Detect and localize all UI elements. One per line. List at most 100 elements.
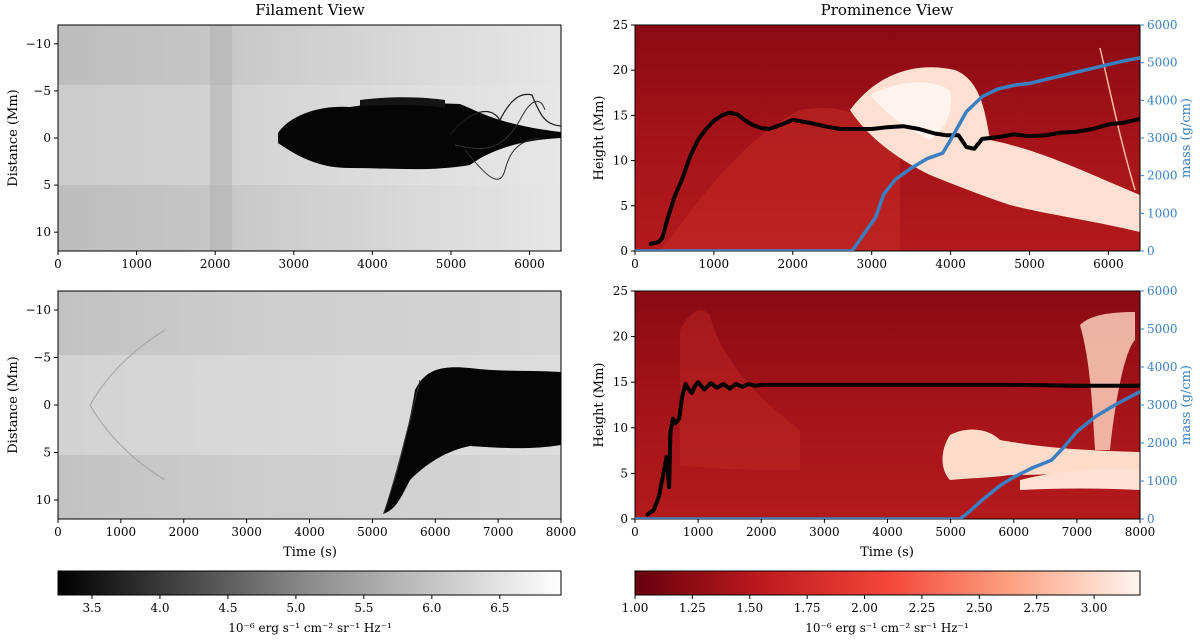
filament-bottom-xlabel: Time (s) (283, 545, 337, 560)
filament-bottom-ticks: 0 1000 2000 3000 4000 5000 6000 7000 8000 −10 −5 0 5… (26, 303, 577, 539)
prominence-bottom-heatmap (635, 291, 1140, 519)
x-tick-label: 0 (54, 525, 62, 539)
filament-bottom-heatmap (58, 291, 561, 519)
colorbar-tick-label: 1.75 (794, 601, 821, 615)
x-tick-label: 7000 (1062, 525, 1093, 539)
x-tick-label: 4000 (935, 257, 966, 271)
x-tick-label: 7000 (483, 525, 514, 539)
y-right-tick-label: 6000 (1147, 18, 1178, 32)
y-tick-label: 5 (43, 446, 51, 460)
y-tick-label: 20 (613, 330, 628, 344)
x-tick-label: 2000 (778, 257, 809, 271)
mass-series-line (635, 56, 1140, 251)
x-tick-label: 8000 (1125, 525, 1156, 539)
y-right-tick-label: 6000 (1147, 284, 1178, 298)
colorbar-red-ticks: 1.00 1.25 1.50 1.75 2.00 2.25 2.50 2.75 3.00 (622, 595, 1108, 615)
filament-top-ticks: 0 1000 2000 3000 4000 5000 6000 −10 −5 0 5 10 (26, 37, 545, 271)
x-tick-label: 4000 (872, 525, 903, 539)
prominence-top-heatmap (635, 25, 1140, 251)
colorbar-tick-label: 2.00 (851, 601, 878, 615)
colorbar-tick-label: 6.0 (422, 601, 441, 615)
x-tick-label: 6000 (998, 525, 1029, 539)
prominence-bright-lower (1020, 469, 1140, 490)
x-tick-label: 5000 (357, 525, 388, 539)
y-tick-label: −10 (26, 303, 51, 317)
panel-prominence-bottom: Height (Mm) mass (g/cm) Time (s) 0 1000 20… (592, 284, 1194, 560)
y-tick-label: −5 (33, 351, 51, 365)
panel-prominence-top: Height (Mm) mass (g/cm) 0 1000 2000 3000 400… (592, 18, 1194, 271)
filament-dark-band (278, 102, 561, 170)
y-tick-label: 10 (36, 493, 51, 507)
prominence-bottom-ylabel-right: mass (g/cm) (1179, 365, 1194, 445)
prominence-thread (1099, 47, 1136, 191)
y-right-tick-label: 3000 (1147, 131, 1178, 145)
x-tick-label: 1000 (683, 525, 714, 539)
panel-filament-bottom: Distance (Mm) Time (s) 0 1000 2000 3000 4000… (6, 290, 577, 560)
prominence-bottom-ylabel: Height (Mm) (592, 362, 607, 447)
filament-dark-band (383, 367, 561, 514)
y-tick-label: 10 (613, 154, 628, 168)
y-tick-label: 0 (620, 512, 628, 526)
x-tick-label: 3000 (856, 257, 887, 271)
prominence-bottom-ticks: 0 1000 2000 3000 4000 5000 6000 7000 80000510152… (613, 284, 1178, 539)
y-right-tick-label: 0 (1147, 512, 1155, 526)
filament-thread (383, 379, 421, 514)
y-tick-label: 0 (620, 244, 628, 258)
height-series-line (645, 380, 1140, 517)
y-right-tick-label: 1000 (1147, 474, 1178, 488)
filament-thread (464, 137, 541, 180)
y-tick-label: 0 (43, 131, 51, 145)
y-right-tick-label: 5000 (1147, 56, 1178, 70)
y-right-tick-label: 5000 (1147, 322, 1178, 336)
prominence-bottom-xlabel: Time (s) (860, 545, 914, 560)
x-tick-label: 0 (631, 257, 639, 271)
filament-top-ylabel: Distance (Mm) (6, 89, 21, 187)
colorbar-gray-gradient (57, 570, 562, 596)
filament-view-title: Filament View (255, 1, 365, 19)
filament-thread (449, 93, 561, 136)
y-tick-label: 20 (613, 63, 628, 77)
x-tick-label: 4000 (357, 257, 388, 271)
x-tick-label: 6000 (420, 525, 451, 539)
y-tick-label: 15 (613, 375, 628, 389)
heatmap-vertical-stripe (210, 25, 232, 251)
colorbar-tick-label: 2.50 (966, 601, 993, 615)
colorbar-tick-label: 6.5 (490, 601, 509, 615)
x-tick-label: 8000 (546, 525, 577, 539)
x-tick-label: 1000 (106, 525, 137, 539)
y-tick-label: 10 (36, 225, 51, 239)
colorbar-gray-ticks: 3.5 4.0 4.5 5.0 5.5 6.0 6.5 (82, 595, 509, 615)
y-right-tick-label: 1000 (1147, 206, 1178, 220)
x-tick-label: 6000 (1093, 257, 1124, 271)
filament-upper-layer (360, 97, 445, 108)
colorbar-red-gradient (634, 570, 1141, 596)
colorbar-gray-label: 10⁻⁶ erg s⁻¹ cm⁻² sr⁻¹ Hz⁻¹ (228, 621, 392, 635)
prominence-bright-core (870, 82, 952, 140)
x-tick-label: 3000 (809, 525, 840, 539)
colorbar-tick-label: 5.5 (354, 601, 373, 615)
colorbar-tick-label: 3.00 (1081, 601, 1108, 615)
y-right-tick-label: 0 (1147, 244, 1155, 258)
x-tick-label: 5000 (935, 525, 966, 539)
prominence-top-series (635, 56, 1140, 251)
y-tick-label: 15 (613, 108, 628, 122)
y-right-tick-label: 4000 (1147, 93, 1178, 107)
x-tick-label: 6000 (514, 257, 545, 271)
x-tick-label: 1000 (121, 257, 152, 271)
x-tick-label: 0 (631, 525, 639, 539)
x-tick-label: 2000 (746, 525, 777, 539)
colorbar-tick-label: 4.0 (150, 601, 169, 615)
y-right-tick-label: 4000 (1147, 360, 1178, 374)
heatmap-region (680, 310, 800, 470)
colorbar-tick-label: 1.25 (679, 601, 706, 615)
colorbar-red-label: 10⁻⁶ erg s⁻¹ cm⁻² sr⁻¹ Hz⁻¹ (805, 621, 969, 635)
prominence-falling-blob (1080, 312, 1135, 450)
y-tick-label: 5 (43, 178, 51, 192)
x-tick-label: 3000 (231, 525, 262, 539)
colorbar-tick-label: 3.5 (82, 601, 101, 615)
panel-filament-top: Distance (Mm) 0 1000 2000 3000 4000 5000 6000 −… (6, 24, 562, 271)
x-tick-label: 1000 (699, 257, 730, 271)
y-tick-label: 25 (613, 18, 628, 32)
x-tick-label: 5000 (436, 257, 467, 271)
